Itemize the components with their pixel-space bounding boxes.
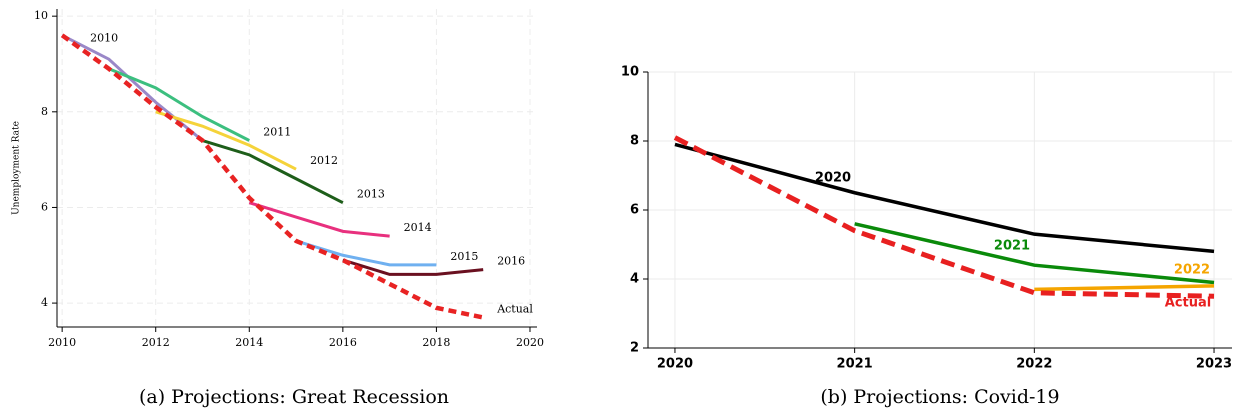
x-tick-label: 2012	[142, 336, 170, 349]
series-line	[155, 110, 297, 171]
series-label: 2010	[90, 31, 118, 44]
series-line	[854, 222, 1215, 285]
y-tick-label: 6	[630, 203, 639, 218]
x-tick-label: 2020	[516, 336, 544, 349]
y-axis-label: Unemployment Rate	[12, 121, 22, 215]
x-tick-label: 2022	[1016, 357, 1052, 372]
x-tick-label: 2010	[48, 336, 76, 349]
series-label: 2022	[1174, 263, 1210, 278]
y-tick-label: 4	[41, 296, 48, 309]
series-label: 2013	[357, 188, 385, 201]
series-label: Actual	[1165, 296, 1211, 311]
x-tick-label: 2021	[837, 357, 873, 372]
y-tick-label: 4	[630, 272, 639, 287]
caption: (b) Projections: Covid-19	[820, 386, 1059, 408]
series-label: 2020	[815, 171, 851, 186]
series-line	[674, 142, 1215, 254]
caption: (a) Projections: Great Recession	[139, 386, 449, 408]
series-label: 2011	[263, 126, 291, 139]
x-tick-label: 2020	[657, 357, 693, 372]
x-tick-label: 2016	[329, 336, 357, 349]
series-label: Actual	[496, 302, 533, 315]
y-tick-label: 10	[34, 9, 48, 22]
series-line	[1034, 284, 1215, 292]
series-label: 2016	[497, 255, 525, 268]
y-tick-label: 8	[630, 134, 639, 149]
series-line	[202, 139, 344, 205]
series-label: 2012	[310, 154, 338, 167]
x-tick-label: 2014	[235, 336, 263, 349]
series-line	[342, 258, 484, 276]
x-tick-label: 2018	[422, 336, 450, 349]
series-line	[295, 239, 437, 267]
series-label: 2021	[994, 239, 1030, 254]
y-tick-label: 2	[630, 341, 639, 356]
series-line	[673, 135, 1215, 299]
y-tick-label: 10	[621, 65, 639, 80]
x-tick-label: 2023	[1196, 357, 1232, 372]
panel-b: 2020 2021 2022 2023 2 4 6 8 10 (b) Projections: C…	[621, 65, 1232, 409]
panel-a: 2010 2012 2014 2016 2018 2020 4 6 8 10 Unemploymen…	[12, 9, 544, 408]
y-tick-label: 8	[41, 105, 48, 118]
series-line	[248, 201, 390, 238]
series-line	[60, 33, 484, 320]
series-label: 2015	[450, 250, 478, 263]
y-tick-label: 6	[41, 200, 48, 213]
series-line	[108, 67, 250, 142]
series-label: 2014	[404, 221, 432, 234]
